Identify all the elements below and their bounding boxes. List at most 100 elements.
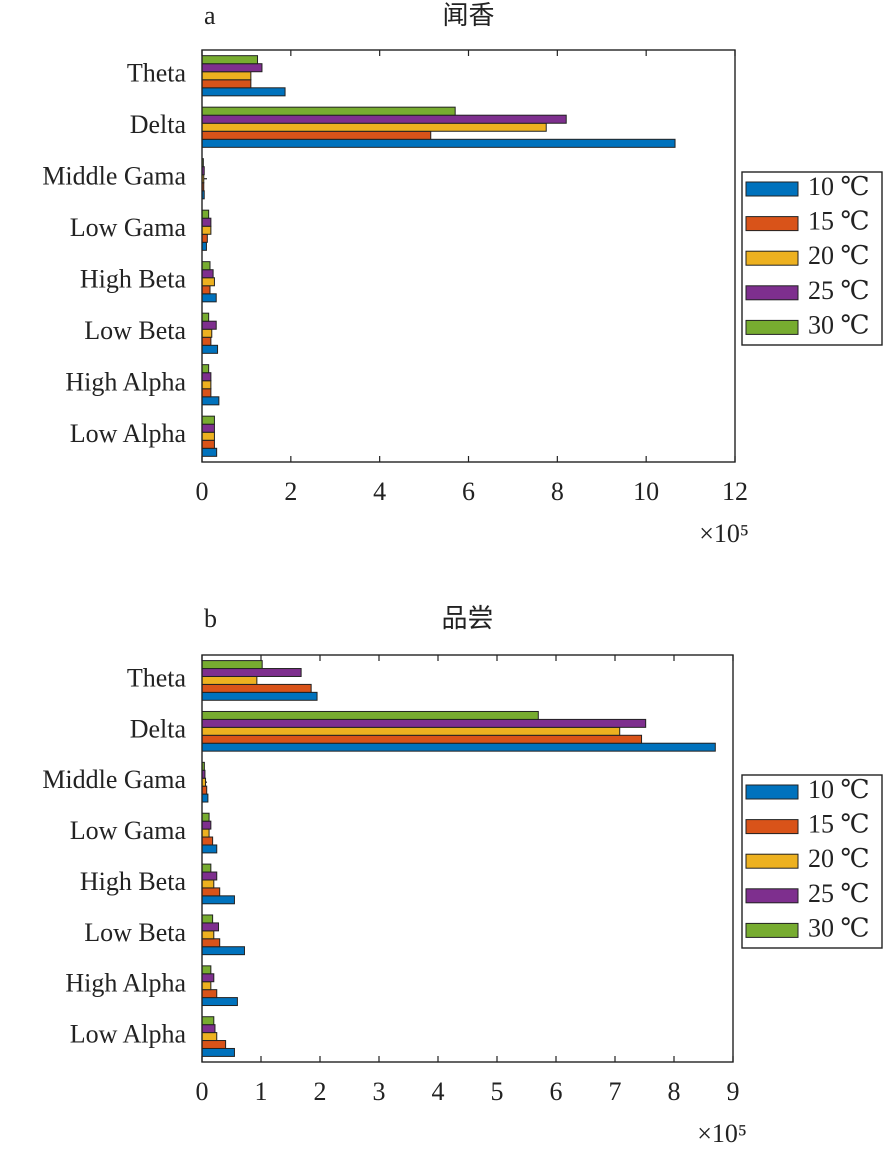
x-multiplier: ×10⁵ bbox=[697, 1119, 747, 1148]
bar bbox=[201, 130, 432, 140]
y-tick-label: Low Beta bbox=[84, 918, 186, 947]
bar bbox=[201, 863, 212, 873]
legend-label: 20 ℃ bbox=[808, 241, 870, 270]
bar bbox=[201, 742, 716, 752]
bar bbox=[201, 820, 212, 830]
bar bbox=[201, 718, 647, 728]
x-tick-label: 6 bbox=[550, 1077, 563, 1106]
legend-label: 15 ℃ bbox=[808, 810, 870, 839]
x-tick-label: 4 bbox=[373, 477, 386, 506]
bar bbox=[201, 233, 208, 243]
bar bbox=[201, 710, 539, 720]
chart-title: 闻香 bbox=[442, 1, 494, 30]
legend-box bbox=[741, 774, 883, 949]
y-tick-label: Theta bbox=[127, 663, 187, 692]
x-tick-label: 10 bbox=[633, 477, 659, 506]
legend-swatch bbox=[745, 181, 799, 197]
bar bbox=[201, 269, 214, 279]
x-tick-label: 7 bbox=[609, 1077, 622, 1106]
legend-swatch bbox=[745, 853, 799, 869]
bar bbox=[201, 217, 212, 227]
bar bbox=[201, 415, 215, 425]
bar bbox=[201, 277, 215, 287]
bar bbox=[201, 138, 676, 148]
bar bbox=[201, 836, 214, 846]
y-tick-label: High Alpha bbox=[65, 969, 186, 998]
y-tick-label: Low Gama bbox=[70, 816, 187, 845]
bar bbox=[201, 785, 208, 795]
y-tick-label: Theta bbox=[127, 59, 187, 88]
y-tick-label: Middle Gama bbox=[42, 765, 186, 794]
x-tick-label: 3 bbox=[373, 1077, 386, 1106]
x-tick-label: 12 bbox=[722, 477, 748, 506]
legend-label: 15 ℃ bbox=[808, 207, 870, 236]
x-tick-label: 2 bbox=[284, 477, 297, 506]
bar bbox=[201, 344, 219, 354]
y-tick-label: High Beta bbox=[80, 265, 187, 294]
bar bbox=[201, 930, 215, 940]
x-tick-label: 8 bbox=[551, 477, 564, 506]
bar bbox=[201, 106, 456, 116]
bar bbox=[201, 1024, 216, 1034]
bar bbox=[201, 675, 258, 685]
bar bbox=[201, 312, 210, 322]
bar bbox=[201, 997, 238, 1007]
bar bbox=[201, 79, 252, 89]
x-tick-label: 4 bbox=[432, 1077, 445, 1106]
legend-label: 30 ℃ bbox=[808, 913, 870, 942]
legend-swatch bbox=[745, 784, 799, 800]
x-tick-label: 0 bbox=[196, 477, 209, 506]
x-tick-label: 0 bbox=[196, 1077, 209, 1106]
bar bbox=[201, 209, 210, 219]
bar bbox=[201, 71, 252, 81]
legend-swatch bbox=[745, 819, 799, 835]
legend-label: 20 ℃ bbox=[808, 844, 870, 873]
bar bbox=[201, 114, 567, 124]
bar bbox=[201, 887, 221, 897]
y-tick-label: High Beta bbox=[80, 867, 187, 896]
y-tick-label: Low Beta bbox=[84, 316, 186, 345]
legend-swatch bbox=[745, 888, 799, 904]
x-multiplier: ×10⁵ bbox=[699, 519, 749, 548]
legend-label: 30 ℃ bbox=[808, 310, 870, 339]
legend-swatch bbox=[745, 285, 799, 301]
chart-title: 品尝 bbox=[441, 604, 493, 633]
legend-label: 25 ℃ bbox=[808, 879, 870, 908]
bar bbox=[201, 922, 220, 932]
bar bbox=[201, 793, 209, 803]
bar bbox=[201, 965, 212, 975]
bar bbox=[201, 973, 215, 983]
y-tick-label: Delta bbox=[130, 714, 187, 743]
bar bbox=[201, 879, 215, 889]
bar bbox=[201, 293, 217, 303]
bar bbox=[201, 225, 212, 235]
bar bbox=[201, 683, 312, 693]
bar bbox=[201, 1040, 227, 1049]
bar bbox=[201, 63, 263, 73]
bar bbox=[201, 668, 302, 677]
y-tick-label: Delta bbox=[130, 110, 187, 139]
legend-box bbox=[741, 171, 883, 346]
bar bbox=[201, 938, 221, 948]
bar bbox=[201, 396, 220, 406]
y-tick-label: Low Alpha bbox=[70, 419, 187, 448]
panel-label: a bbox=[204, 1, 216, 30]
bar bbox=[201, 1032, 218, 1042]
bar bbox=[201, 336, 212, 346]
bar bbox=[201, 380, 212, 390]
bar bbox=[201, 895, 235, 905]
x-tick-label: 1 bbox=[255, 1077, 268, 1106]
bar bbox=[201, 660, 263, 670]
bar bbox=[201, 431, 215, 441]
legend-label: 10 ℃ bbox=[808, 775, 870, 804]
bar bbox=[201, 372, 212, 382]
bar bbox=[201, 320, 217, 330]
legend-label: 25 ℃ bbox=[808, 276, 870, 305]
y-tick-label: Middle Gama bbox=[42, 162, 186, 191]
y-tick-label: Low Alpha bbox=[70, 1020, 187, 1049]
y-tick-label: Low Gama bbox=[70, 213, 187, 242]
bar bbox=[201, 55, 259, 65]
x-tick-label: 9 bbox=[727, 1077, 740, 1106]
bar bbox=[201, 691, 318, 701]
